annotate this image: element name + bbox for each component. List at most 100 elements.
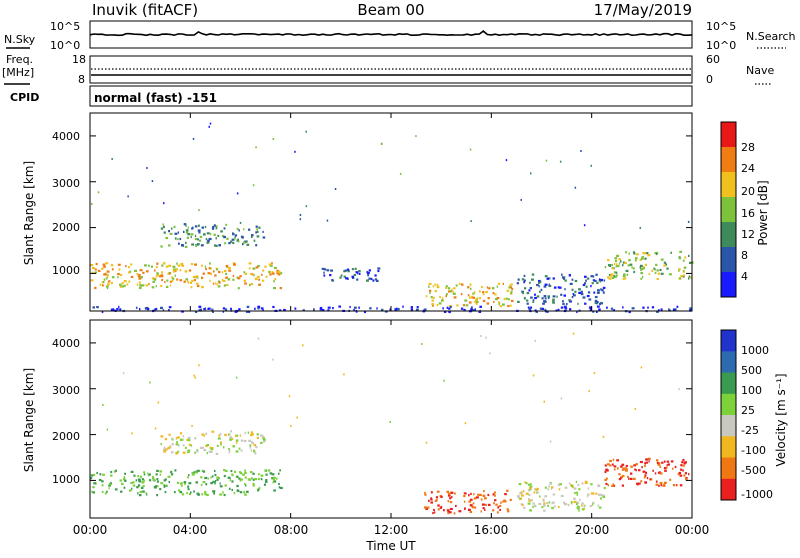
echo-cell <box>570 501 573 504</box>
echo-cell <box>101 484 104 487</box>
echo-cell <box>188 281 190 284</box>
echo-cell <box>116 308 119 311</box>
echo-cell <box>374 274 377 277</box>
echo-cell <box>628 259 631 262</box>
echo-cell <box>578 288 581 291</box>
echo-cell <box>272 272 275 275</box>
echo-cell <box>628 310 631 314</box>
echo-cell <box>213 233 216 236</box>
echo-cell <box>585 285 588 288</box>
echo-cell <box>517 495 520 498</box>
echo-cell <box>470 220 472 223</box>
echo-cell <box>345 277 348 280</box>
echo-cell <box>584 481 588 484</box>
noise-left-tick-low: 10^0 <box>50 39 80 52</box>
noise-right-tick-high: 10^5 <box>706 20 736 33</box>
echo-cell <box>261 279 265 282</box>
echo-cell <box>206 444 209 447</box>
echo-cell <box>222 310 225 313</box>
echo-cell <box>527 306 530 309</box>
echo-cell <box>532 374 535 377</box>
echo-cell <box>212 282 215 285</box>
echo-cell <box>648 457 651 460</box>
echo-cell <box>250 235 253 239</box>
echo-cell <box>660 308 663 311</box>
echo-cell <box>146 167 148 169</box>
echo-cell <box>94 268 97 271</box>
echo-cell <box>602 291 605 294</box>
echo-cell <box>624 261 627 265</box>
echo-cell <box>600 279 603 282</box>
echo-cell <box>144 264 147 267</box>
echo-cell <box>201 469 204 472</box>
echo-cell <box>625 251 627 254</box>
echo-cell <box>130 487 133 490</box>
echo-cell <box>195 244 198 248</box>
echo-cell <box>103 265 106 268</box>
echo-cell <box>102 404 104 406</box>
echo-cell <box>654 268 656 271</box>
echo-cell <box>222 491 224 494</box>
echo-cell <box>191 424 193 427</box>
echo-cell <box>258 226 261 229</box>
echo-cell <box>588 306 592 309</box>
echo-cell <box>529 287 532 290</box>
echo-cell <box>169 284 172 287</box>
echo-cell <box>258 473 260 476</box>
echo-cell <box>264 469 267 473</box>
echo-cell <box>572 293 575 296</box>
echo-cell <box>149 381 151 384</box>
echo-cell <box>615 260 618 263</box>
echo-cell <box>460 293 463 296</box>
echo-cell <box>201 433 205 436</box>
echo-cell <box>499 508 501 511</box>
echo-cell <box>279 287 282 290</box>
echo-cell <box>607 276 610 279</box>
echo-cell <box>524 297 526 300</box>
echo-cell <box>689 309 692 312</box>
echo-cell <box>478 290 481 293</box>
echo-cell <box>223 227 226 230</box>
echo-cell <box>130 275 134 279</box>
echo-cell <box>605 468 609 471</box>
echo-cell <box>358 270 361 273</box>
echo-cell <box>163 450 167 453</box>
echo-cell <box>162 262 166 265</box>
echo-cell <box>356 278 359 281</box>
colorbar-segment <box>721 330 736 352</box>
echo-cell <box>119 285 123 288</box>
echo-cell <box>523 279 526 282</box>
echo-cell <box>226 237 229 240</box>
echo-cell <box>253 444 257 447</box>
echo-cell <box>448 511 450 514</box>
echo-cell <box>504 500 507 503</box>
echo-cell <box>567 504 570 507</box>
echo-cell <box>538 502 542 506</box>
echo-cell <box>132 484 136 487</box>
echo-cell <box>321 267 325 270</box>
echo-cell <box>528 307 532 310</box>
echo-cell <box>216 283 219 286</box>
echo-cell <box>252 484 255 487</box>
echo-cell <box>566 303 568 306</box>
echo-cell <box>218 281 221 284</box>
echo-cell <box>138 277 141 280</box>
echo-cell <box>244 476 247 479</box>
echo-cell <box>110 308 114 311</box>
echo-cell <box>145 284 148 287</box>
power-cbar-tick-28: 28 <box>741 141 755 154</box>
echo-cell <box>639 264 643 267</box>
echo-cell <box>601 493 603 497</box>
echo-cell <box>520 494 524 497</box>
power-panel: 1000 2000 3000 4000 Slant Range [km] Pow… <box>22 112 770 314</box>
echo-cell <box>249 284 251 287</box>
echo-cell <box>201 286 204 289</box>
echo-cell <box>269 472 273 475</box>
echo-cell <box>368 277 372 280</box>
echo-cell <box>651 269 654 272</box>
xtick-2400: 00:00 <box>675 523 710 537</box>
echo-cell <box>368 269 371 272</box>
echo-cell <box>231 437 234 440</box>
echo-cell <box>118 268 121 271</box>
echo-cell <box>216 476 219 479</box>
